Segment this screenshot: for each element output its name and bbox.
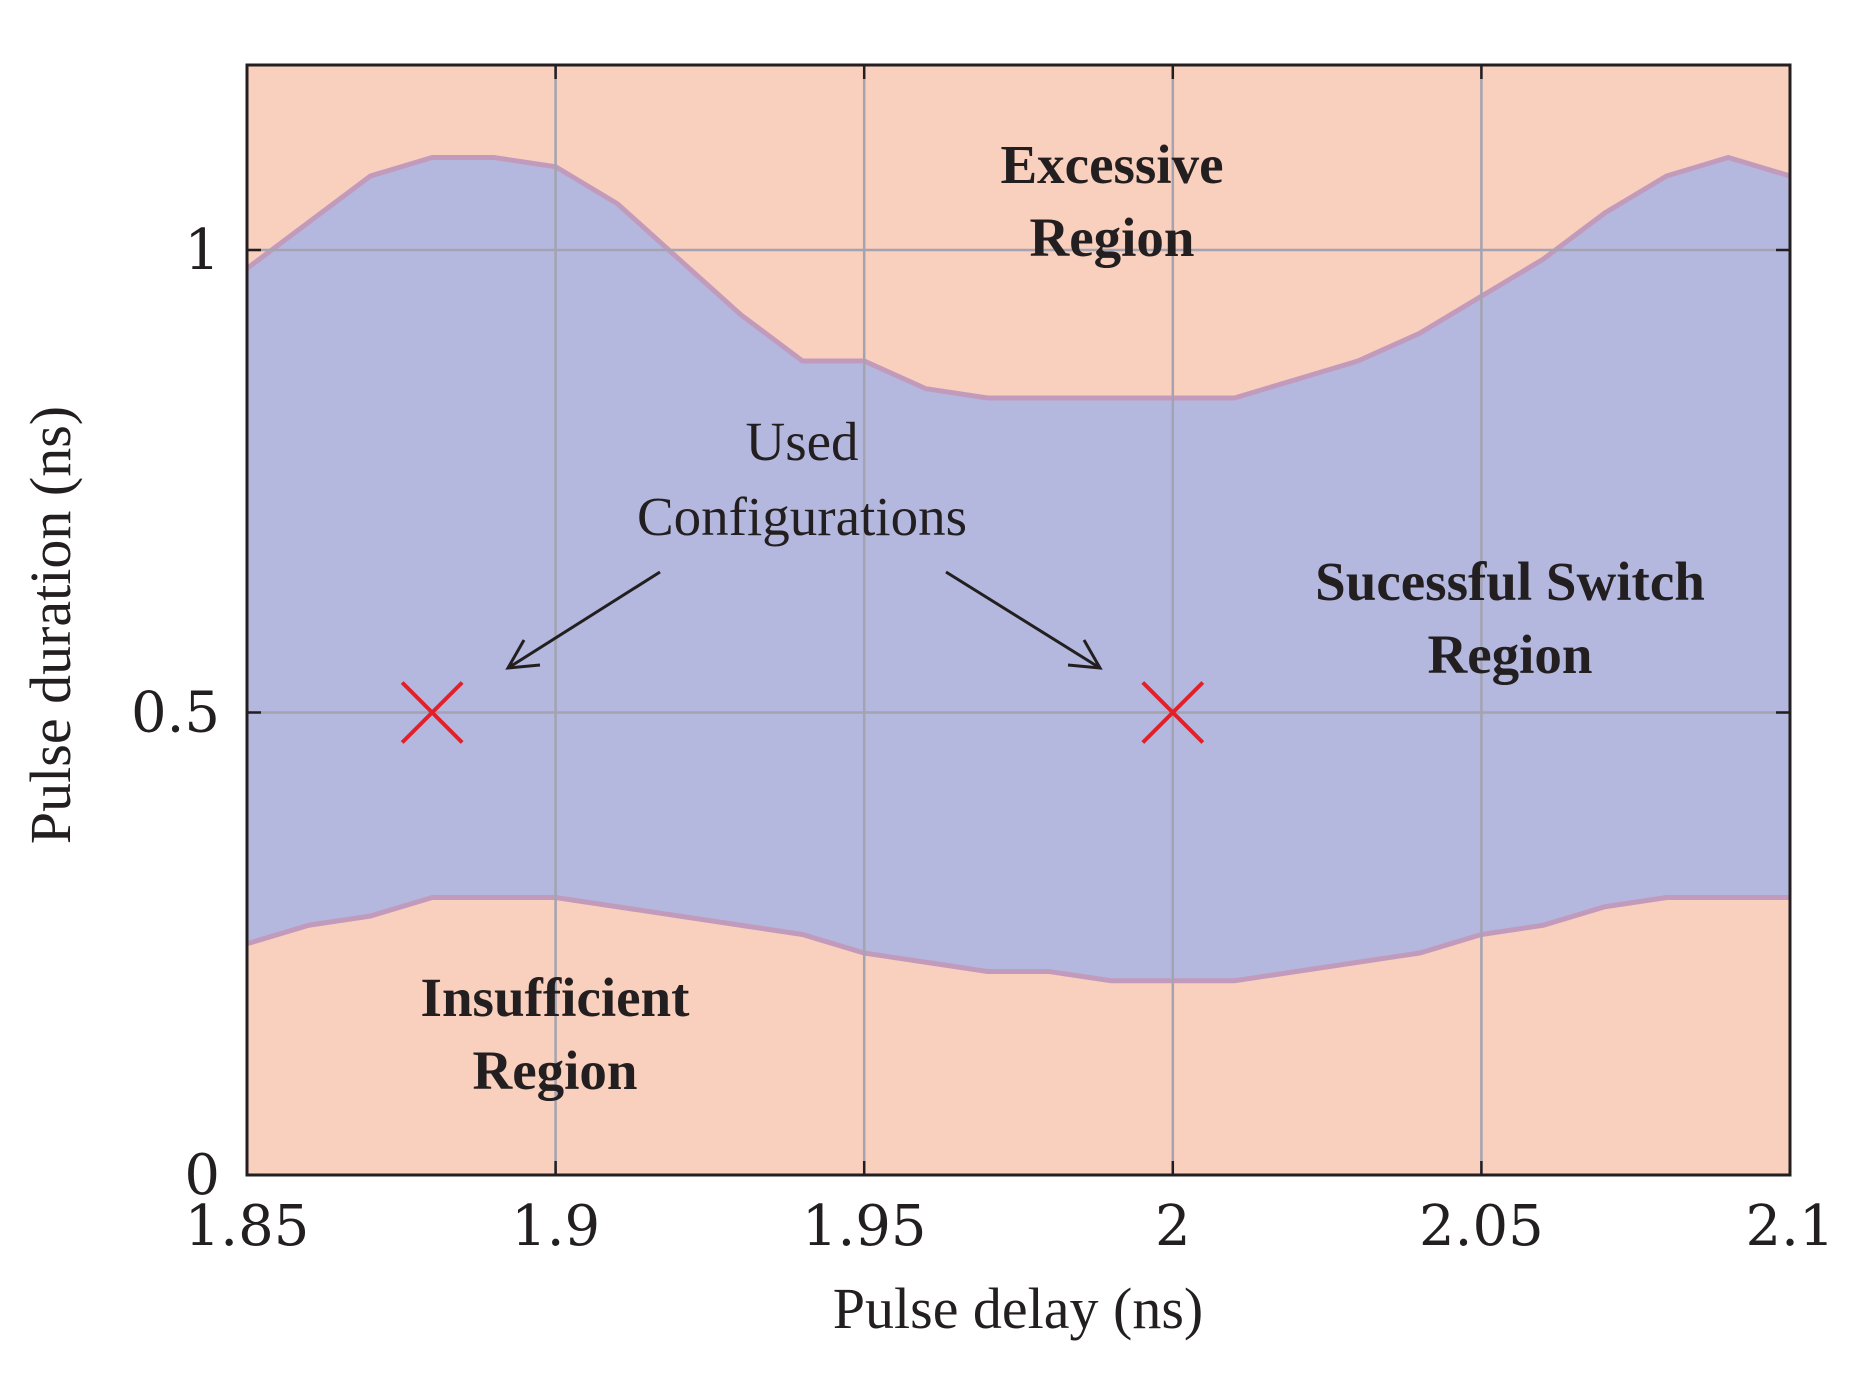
x-axis-label: Pulse delay (ns): [833, 1276, 1204, 1341]
axis-ticks: [245, 65, 1792, 1177]
x-tick-label: 2.05: [1419, 1194, 1544, 1259]
x-tick-labels: 1.85 1.9 1.95 2 2.05 2.1: [185, 1194, 1835, 1259]
excessive-region-label-line1: Excessive: [1000, 134, 1223, 195]
upper-boundary-line: [247, 154, 1790, 401]
insufficient-region-label-line2: Region: [473, 1040, 638, 1101]
y-tick-label: 0: [184, 1143, 220, 1208]
y-tick-labels: 00.51: [131, 218, 220, 1208]
x-tick-label: 1.85: [185, 1194, 310, 1259]
used-config-marker: [400, 681, 464, 744]
y-axis-label: Pulse duration (ns): [18, 406, 83, 844]
success-region-label-line1: Sucessful Switch: [1315, 551, 1705, 612]
used-configuration-markers: [400, 681, 1205, 744]
arrow-right: [945, 570, 1103, 670]
x-tick-label: 1.9: [511, 1194, 600, 1259]
used-config-label-line2: Configurations: [637, 486, 967, 547]
used-config-label-line1: Used: [745, 411, 858, 472]
successful-switch-area: [247, 157, 1790, 981]
plot-frame: [245, 63, 1792, 1177]
lower-boundary-line: [247, 895, 1790, 984]
x-tick-label: 1.95: [802, 1194, 927, 1259]
x-tick-label: 2.1: [1745, 1194, 1834, 1259]
y-tick-label: 0.5: [131, 681, 220, 746]
grid-lines: [247, 65, 1790, 1175]
excessive-region-label-line2: Region: [1030, 207, 1195, 268]
used-config-marker: [1141, 681, 1205, 744]
success-region-label-line2: Region: [1428, 624, 1593, 685]
insufficient-region-label-line1: Insufficient: [421, 967, 691, 1028]
arrow-left: [505, 570, 661, 670]
y-tick-label: 1: [184, 218, 220, 283]
x-tick-label: 2: [1155, 1194, 1191, 1259]
